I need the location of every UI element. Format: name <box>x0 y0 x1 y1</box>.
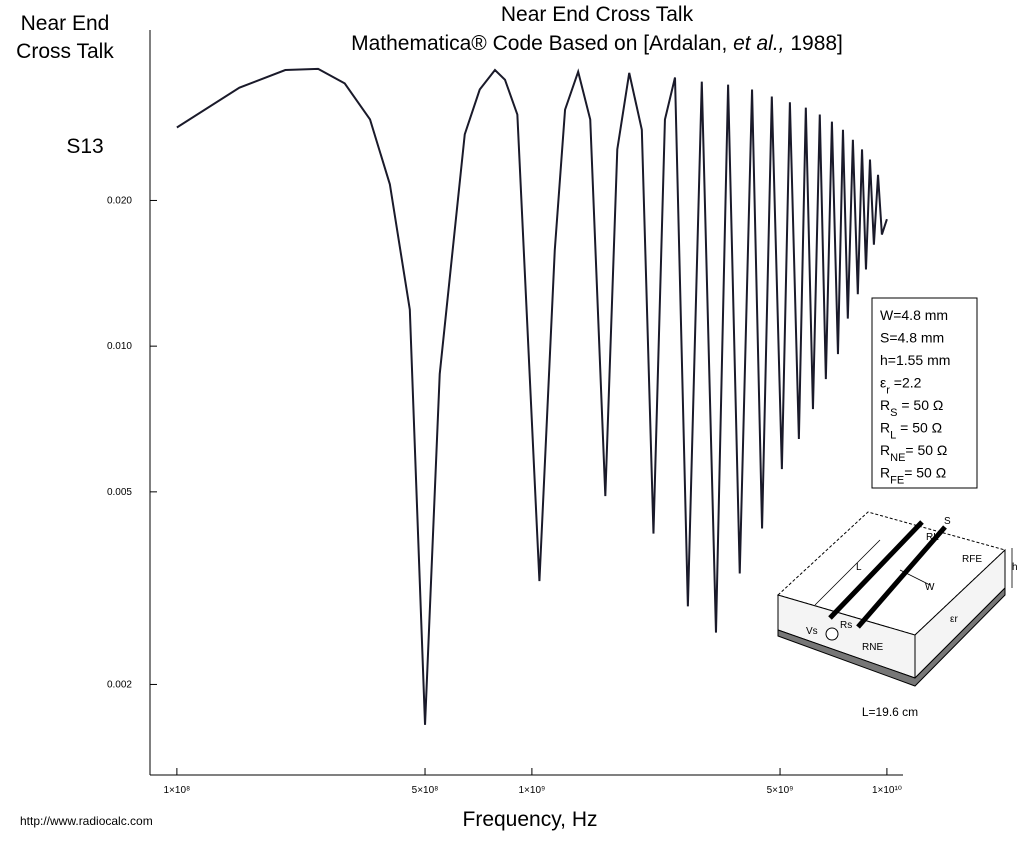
x-tick-label: 5×10⁸ <box>412 785 439 796</box>
parameter-part: FE <box>890 475 904 487</box>
parameter-part: h=1.55 mm <box>880 352 950 368</box>
parameter: W=4.8 mm <box>880 307 948 323</box>
parameter-part: R <box>880 442 890 458</box>
strip <box>828 520 924 620</box>
stripline-diagram <box>777 511 1013 687</box>
parameter-part: =2.2 <box>890 375 922 391</box>
parameter-part: = 50 Ω <box>904 465 946 481</box>
parameter-part: S <box>890 407 897 419</box>
x-tick-label: 5×10⁹ <box>767 785 794 796</box>
y-tick-label: 0.002 <box>107 679 132 690</box>
corner-label: Cross Talk <box>16 40 114 63</box>
diagram-label: RL <box>926 532 939 543</box>
subtitle-part: et al., <box>733 32 784 55</box>
x-tick-label: 1×10⁸ <box>164 785 191 796</box>
parameter-part: = 50 Ω <box>905 442 947 458</box>
parameter: RNE= 50 Ω <box>880 442 947 464</box>
diagram-caption: L=19.6 cm <box>862 705 918 719</box>
parameter: RFE= 50 Ω <box>880 465 946 487</box>
dimension <box>814 539 881 606</box>
parameter: RS = 50 Ω <box>880 397 943 419</box>
dimension <box>899 569 931 586</box>
ground-plane <box>777 586 1006 687</box>
parameter-part: S=4.8 mm <box>880 330 944 346</box>
subtitle-part: 1988] <box>785 32 843 55</box>
corner-label: Near End <box>21 12 110 35</box>
chart-subtitle: Mathematica® Code Based on [Ardalan, et … <box>351 32 843 55</box>
x-tick-label: 1×10¹⁰ <box>872 785 902 796</box>
diagram-label: RFE <box>962 554 982 565</box>
parameter-part: R <box>880 397 890 413</box>
diagram-label: Rs <box>840 620 852 631</box>
parameter-part: L <box>890 430 896 442</box>
y-tick-label: 0.020 <box>107 195 132 206</box>
diagram-label: Vs <box>806 626 818 637</box>
subtitle-part: Mathematica® Code Based on [Ardalan, <box>351 32 733 55</box>
parameter-part: W=4.8 mm <box>880 307 948 323</box>
parameter-part: R <box>880 420 890 436</box>
diagram-label: L <box>856 562 862 573</box>
x-tick-label: 1×10⁹ <box>518 785 545 796</box>
y-axis-label: S13 <box>66 135 103 158</box>
parameter-part: r <box>886 385 890 397</box>
y-tick-label: 0.010 <box>107 341 132 352</box>
footer: http://www.radiocalc.com <box>20 814 153 828</box>
diagram-label: εr <box>950 614 958 625</box>
diagram-label: h <box>1012 562 1018 573</box>
parameter-part: = 50 Ω <box>896 420 942 436</box>
parameter: RL = 50 Ω <box>880 420 942 442</box>
y-tick-label: 0.005 <box>107 487 132 498</box>
strip <box>856 525 947 629</box>
diagram-label: W <box>925 582 935 593</box>
x-axis-label: Frequency, Hz <box>463 808 598 831</box>
data-line <box>176 67 888 725</box>
diagram-label: RNE <box>862 642 883 653</box>
parameter: εr =2.2 <box>880 375 922 397</box>
parameter-part: R <box>880 465 890 481</box>
parameter: h=1.55 mm <box>880 352 950 368</box>
chart-title: Near End Cross Talk <box>501 3 694 26</box>
parameter-part: = 50 Ω <box>897 397 943 413</box>
diagram-label: S <box>944 516 951 527</box>
parameter: S=4.8 mm <box>880 330 944 346</box>
parameter-part: ε <box>880 375 886 391</box>
source <box>825 627 839 641</box>
parameter-part: NE <box>890 452 905 464</box>
legend-box <box>871 297 978 489</box>
